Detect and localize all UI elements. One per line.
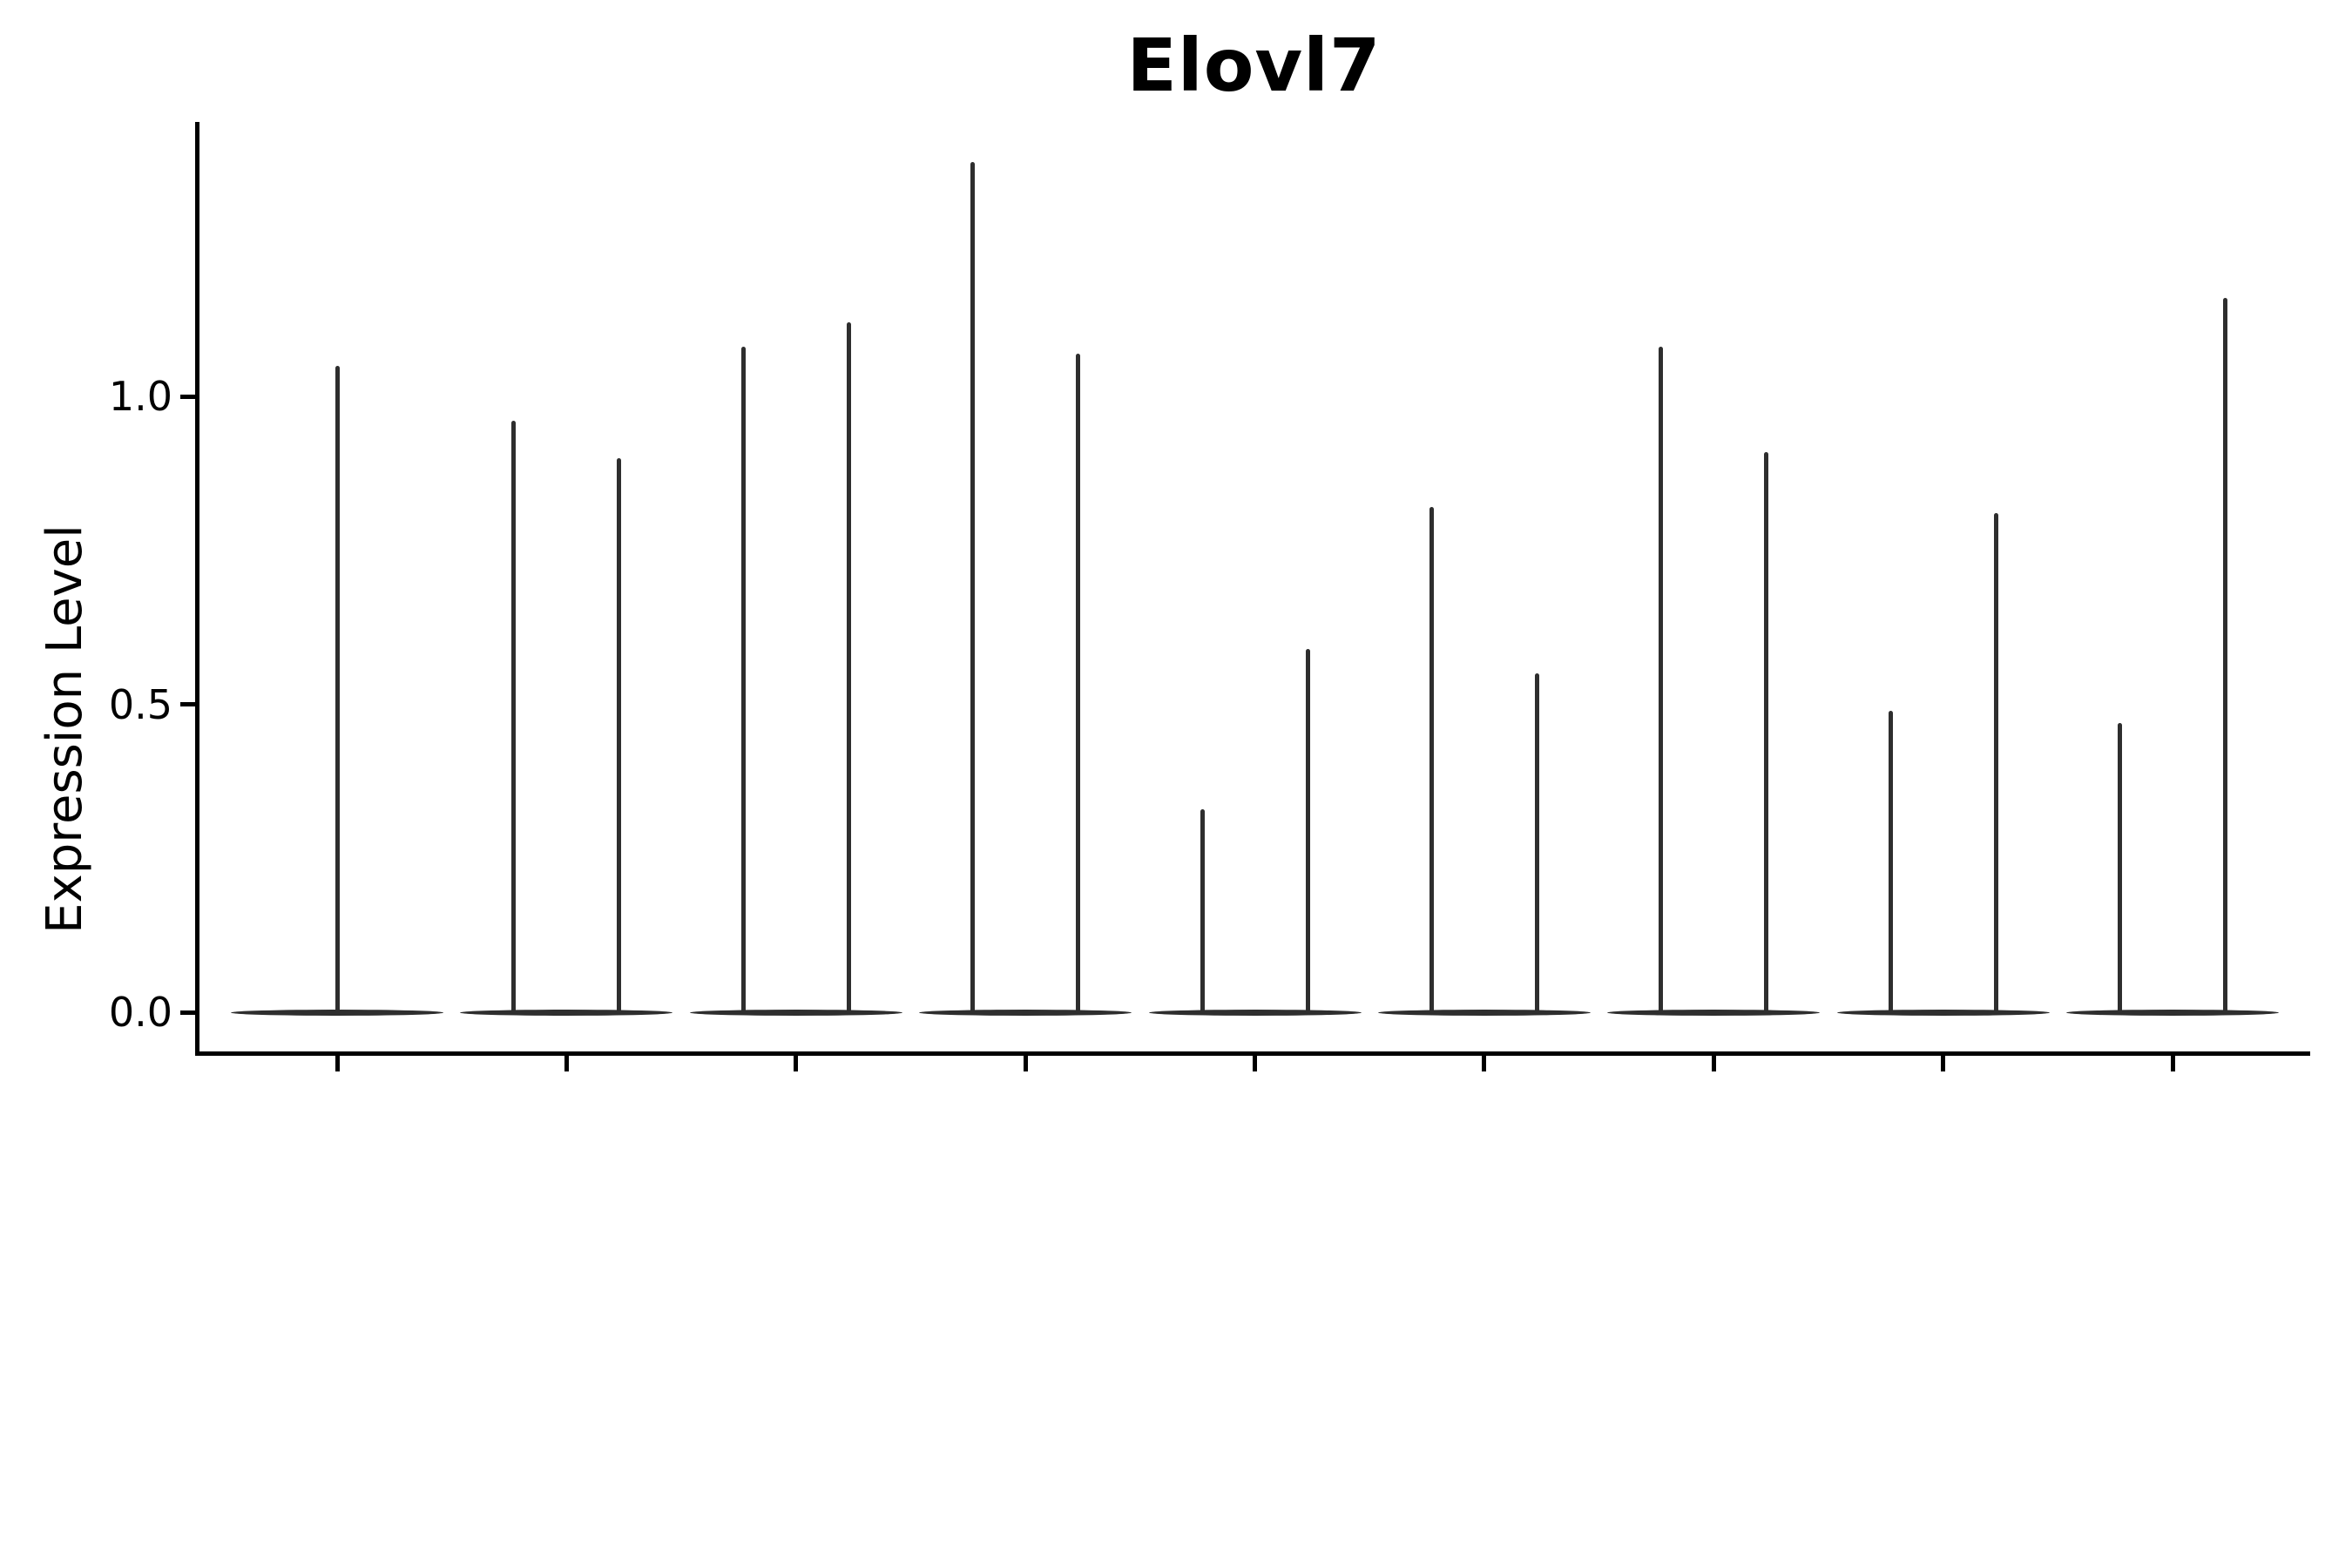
violin-needle: [2223, 297, 2227, 1012]
y-tick-mark: [180, 1010, 195, 1015]
violin-needle: [846, 322, 851, 1012]
violin-needle: [1888, 710, 1893, 1012]
violin-needle: [1764, 451, 1769, 1012]
y-axis-spine: [195, 122, 199, 1056]
y-tick-mark: [180, 394, 195, 399]
violin-needle: [1076, 353, 1081, 1012]
violin-body: [1377, 1009, 1591, 1016]
violin-needle: [617, 457, 622, 1012]
violin-needle: [970, 162, 976, 1012]
violin-needle: [1534, 673, 1539, 1012]
violin-needle: [1305, 648, 1310, 1012]
violin-body: [460, 1009, 673, 1016]
violin-body: [689, 1009, 902, 1016]
y-tick-label: 1.0: [108, 373, 172, 420]
violin-needle: [740, 347, 746, 1012]
violin-needle: [2118, 722, 2122, 1012]
chart-title: Elovl7: [1126, 23, 1382, 108]
violin-needle: [1659, 347, 1664, 1012]
violin-body: [231, 1009, 443, 1016]
violin-needle: [335, 365, 340, 1012]
y-tick-label: 0.5: [108, 680, 172, 728]
violin-body: [1836, 1009, 2050, 1016]
violin-body: [919, 1009, 1132, 1016]
x-tick-mark: [1482, 1056, 1487, 1071]
violin-needle: [1429, 507, 1434, 1012]
x-tick-mark: [1253, 1056, 1257, 1071]
x-tick-mark: [794, 1056, 799, 1071]
y-tick-mark: [180, 702, 195, 706]
x-tick-mark: [564, 1056, 569, 1071]
violin-body: [2066, 1009, 2279, 1016]
violin-body: [1607, 1009, 1821, 1016]
violin-needle: [511, 421, 517, 1012]
y-axis-label: Expression Level: [37, 524, 93, 934]
x-tick-mark: [1023, 1056, 1028, 1071]
x-axis-spine: [195, 1051, 2310, 1056]
x-tick-mark: [1941, 1056, 1946, 1071]
x-tick-mark: [2170, 1056, 2175, 1071]
violin-needle: [1993, 513, 1998, 1012]
violin-body: [1148, 1009, 1362, 1016]
x-tick-mark: [1711, 1056, 1716, 1071]
y-tick-label: 0.0: [108, 989, 172, 1036]
x-tick-mark: [335, 1056, 340, 1071]
violin-needle: [1200, 808, 1205, 1012]
